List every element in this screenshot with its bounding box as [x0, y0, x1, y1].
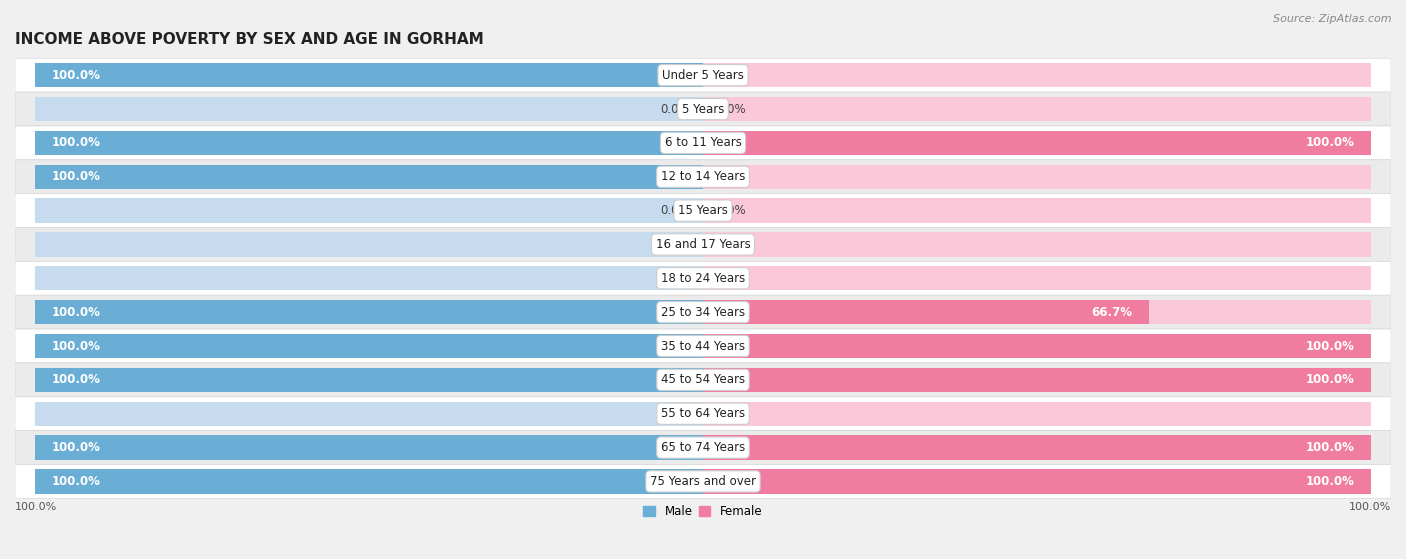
Text: 100.0%: 100.0% [1305, 441, 1354, 454]
Text: 100.0%: 100.0% [15, 502, 58, 511]
FancyBboxPatch shape [15, 329, 1391, 363]
FancyBboxPatch shape [15, 193, 1391, 228]
Text: 100.0%: 100.0% [52, 69, 101, 82]
Text: 0.0%: 0.0% [717, 170, 747, 183]
Text: 100.0%: 100.0% [52, 373, 101, 386]
Text: 0.0%: 0.0% [717, 407, 747, 420]
Bar [703, 131, 1371, 155]
Text: INCOME ABOVE POVERTY BY SEX AND AGE IN GORHAM: INCOME ABOVE POVERTY BY SEX AND AGE IN G… [15, 32, 484, 47]
Bar [35, 334, 703, 358]
FancyBboxPatch shape [15, 295, 1391, 329]
Text: 0.0%: 0.0% [659, 407, 689, 420]
Text: 100.0%: 100.0% [1305, 373, 1354, 386]
Text: 65 to 74 Years: 65 to 74 Years [661, 441, 745, 454]
Bar [35, 63, 703, 87]
Bar [35, 469, 703, 494]
Bar [703, 300, 1371, 324]
Bar [35, 469, 703, 494]
Bar [35, 164, 703, 189]
Text: 0.0%: 0.0% [717, 204, 747, 217]
Text: 75 Years and over: 75 Years and over [650, 475, 756, 488]
Text: 18 to 24 Years: 18 to 24 Years [661, 272, 745, 285]
FancyBboxPatch shape [15, 228, 1391, 262]
Text: 0.0%: 0.0% [659, 204, 689, 217]
Legend: Male, Female: Male, Female [638, 500, 768, 523]
Bar [703, 368, 1371, 392]
Text: 100.0%: 100.0% [52, 441, 101, 454]
Bar [35, 300, 703, 324]
Bar [35, 334, 703, 358]
Bar [35, 63, 703, 87]
FancyBboxPatch shape [15, 126, 1391, 160]
FancyBboxPatch shape [15, 397, 1391, 430]
Text: 100.0%: 100.0% [52, 136, 101, 149]
Bar [703, 131, 1371, 155]
Bar [35, 198, 703, 223]
Text: 12 to 14 Years: 12 to 14 Years [661, 170, 745, 183]
Bar [703, 469, 1371, 494]
FancyBboxPatch shape [15, 58, 1391, 92]
Text: 0.0%: 0.0% [717, 238, 747, 251]
Text: 100.0%: 100.0% [52, 170, 101, 183]
Bar [703, 198, 1371, 223]
FancyBboxPatch shape [15, 430, 1391, 465]
Text: 66.7%: 66.7% [1091, 306, 1132, 319]
Bar [703, 368, 1371, 392]
Bar [35, 435, 703, 459]
Bar [35, 368, 703, 392]
Bar [35, 401, 703, 426]
Bar [35, 300, 703, 324]
Bar [35, 266, 703, 291]
Text: 55 to 64 Years: 55 to 64 Years [661, 407, 745, 420]
FancyBboxPatch shape [15, 363, 1391, 397]
Text: 0.0%: 0.0% [717, 69, 747, 82]
Text: Source: ZipAtlas.com: Source: ZipAtlas.com [1274, 14, 1392, 24]
Bar [703, 97, 1371, 121]
Text: 100.0%: 100.0% [1348, 502, 1391, 511]
Text: 25 to 34 Years: 25 to 34 Years [661, 306, 745, 319]
Text: 100.0%: 100.0% [52, 339, 101, 353]
Bar [35, 131, 703, 155]
FancyBboxPatch shape [15, 92, 1391, 126]
Text: 6 to 11 Years: 6 to 11 Years [665, 136, 741, 149]
Bar [703, 266, 1371, 291]
Text: 0.0%: 0.0% [659, 102, 689, 116]
Text: 100.0%: 100.0% [52, 306, 101, 319]
Text: 0.0%: 0.0% [717, 102, 747, 116]
Bar [35, 131, 703, 155]
Bar [703, 334, 1371, 358]
Bar [703, 435, 1371, 459]
Text: 0.0%: 0.0% [659, 272, 689, 285]
Text: 100.0%: 100.0% [52, 475, 101, 488]
Text: 100.0%: 100.0% [1305, 136, 1354, 149]
FancyBboxPatch shape [15, 465, 1391, 498]
Bar [35, 232, 703, 257]
Bar [703, 435, 1371, 459]
Bar [703, 232, 1371, 257]
Bar [703, 63, 1371, 87]
Bar [35, 368, 703, 392]
Text: 100.0%: 100.0% [1305, 475, 1354, 488]
Text: 0.0%: 0.0% [717, 272, 747, 285]
Text: 16 and 17 Years: 16 and 17 Years [655, 238, 751, 251]
Text: 35 to 44 Years: 35 to 44 Years [661, 339, 745, 353]
FancyBboxPatch shape [15, 262, 1391, 295]
Bar [35, 435, 703, 459]
Bar [703, 164, 1371, 189]
Text: 15 Years: 15 Years [678, 204, 728, 217]
Text: 100.0%: 100.0% [1305, 339, 1354, 353]
Text: 0.0%: 0.0% [659, 238, 689, 251]
FancyBboxPatch shape [15, 160, 1391, 193]
Bar [703, 469, 1371, 494]
Bar [35, 97, 703, 121]
Bar [703, 401, 1371, 426]
Text: 45 to 54 Years: 45 to 54 Years [661, 373, 745, 386]
Bar [703, 334, 1371, 358]
Bar [703, 300, 1149, 324]
Text: Under 5 Years: Under 5 Years [662, 69, 744, 82]
Text: 5 Years: 5 Years [682, 102, 724, 116]
Bar [35, 164, 703, 189]
